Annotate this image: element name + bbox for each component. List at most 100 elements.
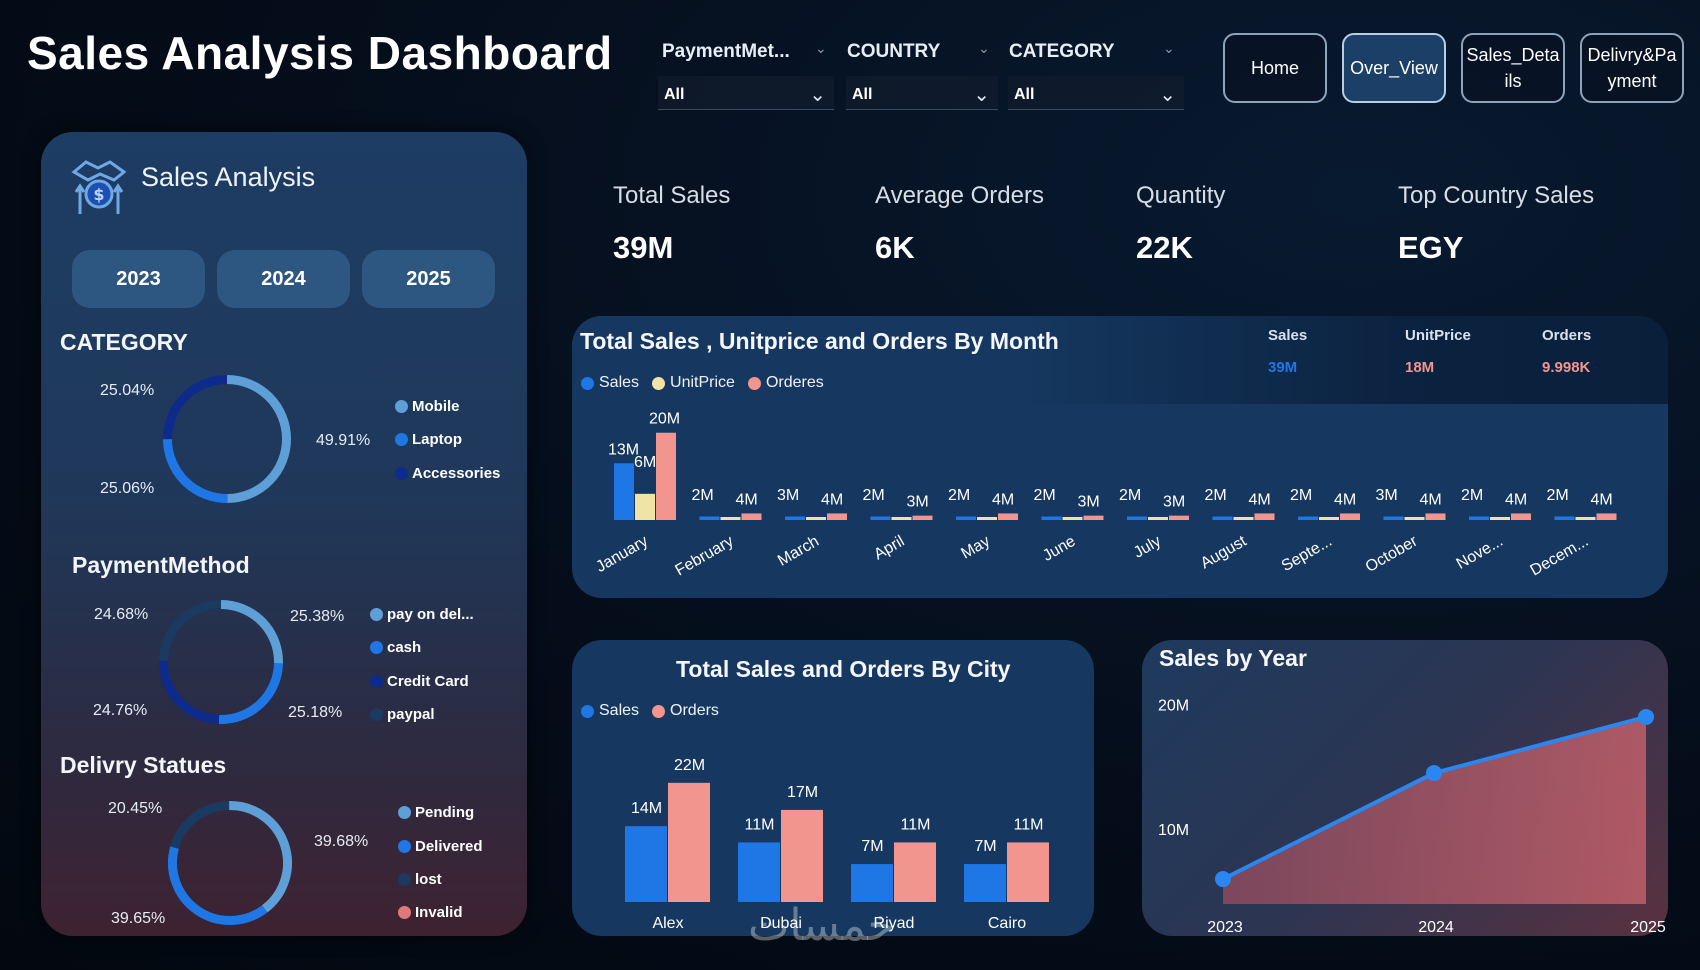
summary-value-unitprice: 18M	[1405, 359, 1435, 376]
home-button[interactable]: Home	[1223, 33, 1327, 103]
bar-orders	[781, 809, 823, 902]
legend-label[interactable]: Sales	[599, 374, 640, 391]
bar-unitprice	[635, 493, 655, 520]
bar-sales	[870, 516, 891, 520]
legend-dot	[370, 641, 383, 654]
filter-country-label: COUNTRY	[847, 41, 941, 62]
data-label: 3M	[1163, 494, 1185, 511]
bar-unitprice	[1319, 517, 1339, 520]
data-label: 13M	[608, 441, 639, 458]
city-chart-title: Total Sales and Orders By City	[676, 656, 1011, 682]
legend-item[interactable]: Accessories	[395, 465, 500, 482]
legend-dot	[398, 806, 411, 819]
year-button-2024[interactable]: 2024	[217, 250, 350, 308]
data-label: 11M	[1014, 816, 1044, 833]
x-tick-label: March	[775, 533, 822, 570]
year-button-2023[interactable]: 2023	[72, 250, 205, 308]
y-tick-label: 10M	[1158, 822, 1189, 839]
legend-label[interactable]: Orders	[670, 702, 719, 719]
filter-country-select[interactable]: All ⌄	[846, 76, 998, 110]
legend-dot	[370, 675, 383, 688]
filter-category-value: All	[1014, 86, 1035, 103]
summary-label-sales: Sales	[1268, 327, 1308, 344]
legend-dot	[652, 704, 666, 718]
x-tick-label: May	[958, 533, 993, 563]
x-tick-label: April	[871, 533, 907, 564]
data-label: 7M	[974, 838, 996, 855]
legend-item[interactable]: Pending	[398, 804, 474, 821]
year-chart-title: Sales by Year	[1159, 645, 1307, 671]
legend-label: Accessories	[412, 465, 501, 482]
x-tick-label: February	[673, 533, 737, 580]
category-donut-chart	[163, 375, 292, 503]
legend-item[interactable]: pay on del...	[370, 606, 474, 623]
x-tick-label: Septe...	[1279, 533, 1335, 575]
data-label: 2M	[1205, 487, 1227, 504]
bar-sales	[614, 463, 634, 520]
legend-item[interactable]: lost	[398, 871, 442, 888]
data-label: 2M	[1461, 487, 1483, 504]
data-label: 4M	[736, 491, 758, 508]
delivery-payment-button[interactable]: Delivry&Payment	[1580, 33, 1684, 103]
filter-payment-select[interactable]: All ⌄	[658, 76, 834, 110]
legend-label: cash	[387, 639, 422, 656]
bar-sales	[1127, 516, 1147, 520]
legend-item[interactable]: Invalid	[398, 904, 463, 921]
data-label: 4M	[1591, 491, 1613, 508]
legend-label[interactable]: Sales	[599, 702, 640, 719]
summary-label-unitprice: UnitPrice	[1405, 327, 1471, 344]
data-label: 4M	[1334, 491, 1356, 508]
bar-sales	[625, 826, 667, 902]
x-tick-label: Decem...	[1528, 533, 1592, 580]
city-bar-chart: 14M 22M Alex 11M 17M Dubai 7M 11M Riyad 7M 11M Cair…	[625, 757, 1049, 932]
legend-item[interactable]: Laptop	[395, 431, 462, 448]
filter-category-select[interactable]: All ⌄	[1008, 76, 1184, 110]
legend-item[interactable]: Delivered	[398, 838, 483, 855]
x-tick-label: Cairo	[988, 915, 1026, 932]
data-label: 2M	[948, 487, 970, 504]
bar-orderes	[1425, 513, 1446, 520]
data-label: 4M	[1420, 491, 1442, 508]
data-label: 11M	[745, 816, 775, 833]
filter-payment-value: All	[664, 86, 685, 103]
data-point	[1215, 871, 1231, 888]
legend-label[interactable]: UnitPrice	[670, 374, 735, 391]
bar-orders	[894, 842, 936, 902]
legend-item[interactable]: cash	[370, 639, 421, 656]
kpi-label-top-country: Top Country Sales	[1398, 182, 1595, 209]
chevron-down-icon[interactable]: ⌄	[1163, 40, 1175, 56]
bar-sales	[1469, 516, 1489, 520]
chevron-down-icon[interactable]: ⌄	[815, 40, 827, 56]
x-tick-label: Nove...	[1454, 533, 1506, 573]
delivery-pct-lost: 20.45%	[108, 800, 163, 817]
filter-country-value: All	[852, 86, 873, 103]
bar-orderes	[1340, 513, 1360, 520]
bar-orderes	[1596, 513, 1617, 520]
payment-pct-cash: 25.18%	[288, 704, 343, 721]
kpi-label-quantity: Quantity	[1136, 182, 1226, 209]
data-label: 2M	[692, 487, 714, 504]
payment-pct-pay-on-delivery: 25.38%	[290, 608, 345, 625]
overview-button[interactable]: Over_View	[1342, 33, 1446, 103]
bar-sales	[1041, 516, 1062, 520]
bar-orderes	[1169, 515, 1189, 520]
donut-slice	[220, 600, 283, 664]
legend-item[interactable]: Mobile	[395, 398, 460, 415]
chevron-down-icon[interactable]: ⌄	[978, 40, 990, 56]
bar-unitprice	[806, 517, 826, 520]
summary-value-orders: 9.998K	[1542, 359, 1591, 376]
legend-label[interactable]: Orderes	[765, 374, 824, 391]
data-label: 4M	[992, 491, 1014, 508]
handshake-money-icon: $	[70, 154, 128, 216]
sales-details-button[interactable]: Sales_Details	[1461, 33, 1565, 103]
legend-item[interactable]: Credit Card	[370, 673, 469, 690]
legend-label: Mobile	[412, 398, 460, 415]
x-tick-label: Alex	[652, 915, 683, 932]
legend-item[interactable]: paypal	[370, 706, 435, 723]
kpi-value-top-country: EGY	[1398, 230, 1464, 265]
x-tick-label: Dubai	[760, 915, 802, 932]
bar-sales	[956, 516, 976, 520]
year-button-2025[interactable]: 2025	[362, 250, 495, 308]
donut-slice	[168, 846, 268, 925]
legend-dot	[395, 467, 408, 480]
